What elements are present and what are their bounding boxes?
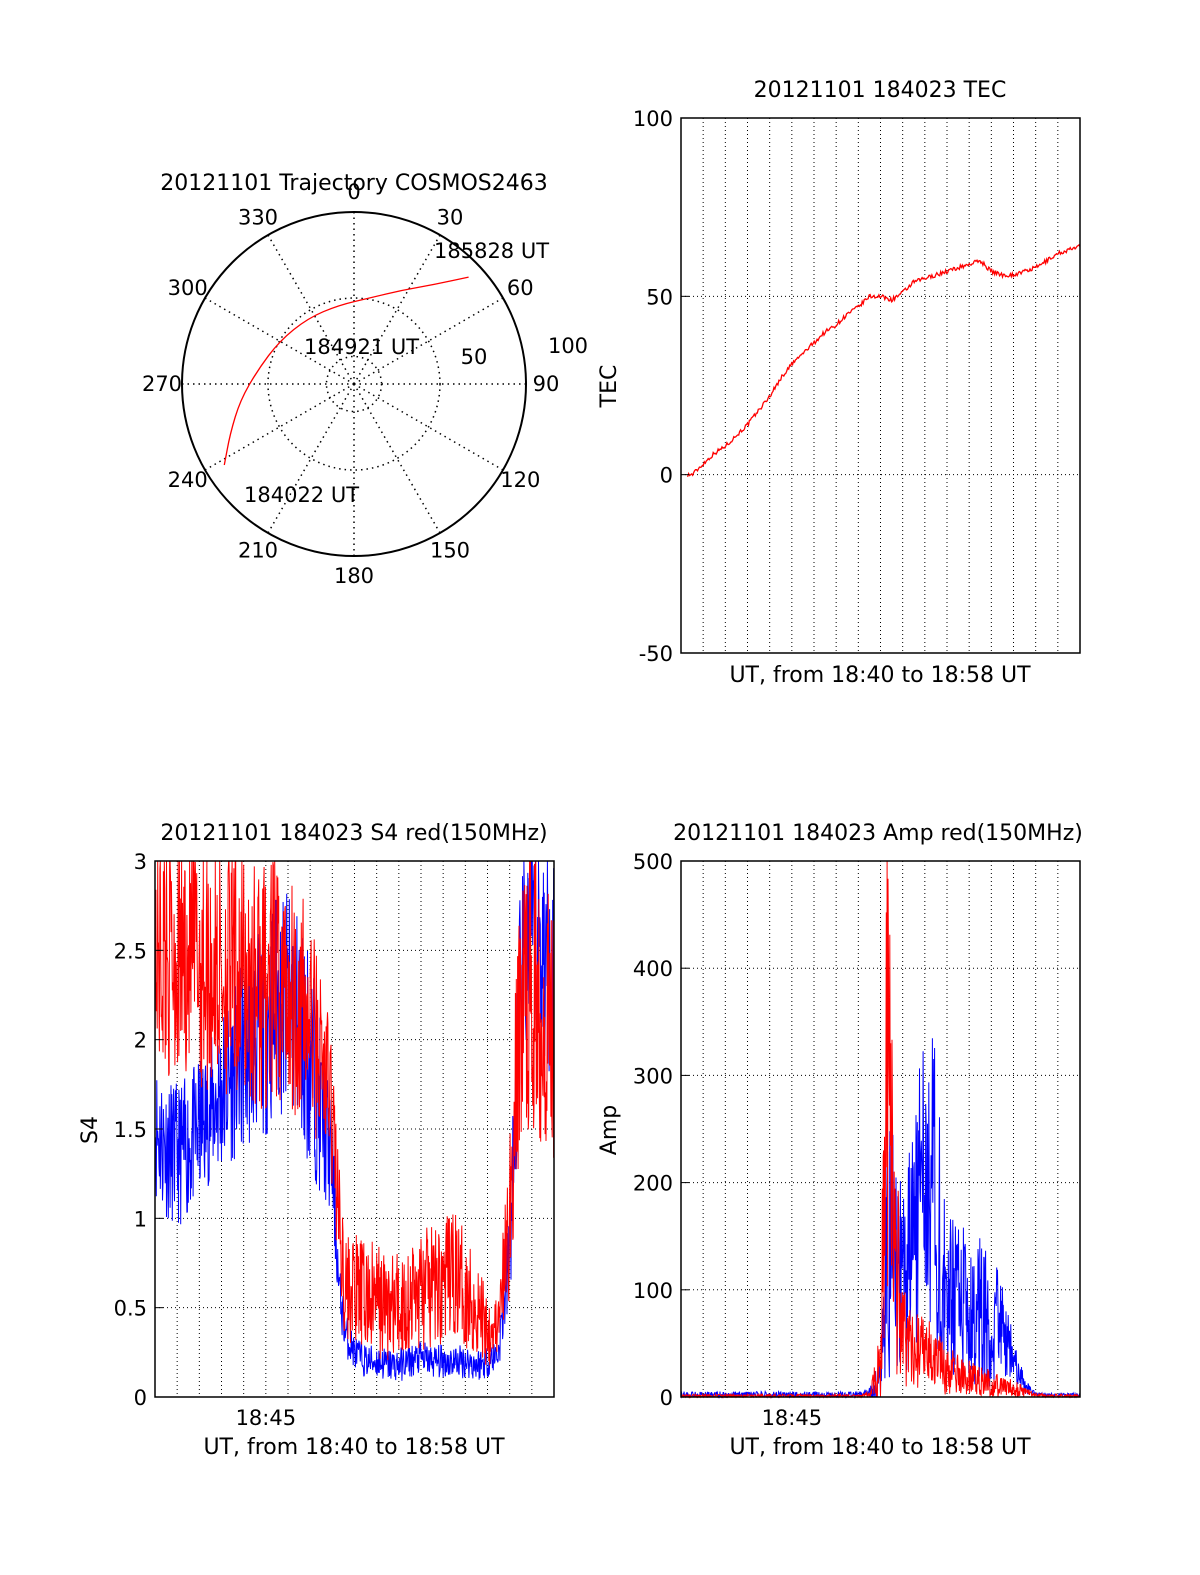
polar-chart-title: 20121101 Trajectory COSMOS2463 [160,171,547,196]
polar-trajectory-line [223,276,469,466]
tec-plot-frame [680,117,1081,654]
amp-chart-title: 20121101 184023 Amp red(150MHz) [673,821,1083,846]
s4-chart-title: 20121101 184023 S4 red(150MHz) [160,821,547,846]
amp-plot-frame [680,860,1081,1398]
tec-x-axis-label: UT, from 18:40 to 18:58 UT [729,663,1031,688]
polar-grid [182,212,526,556]
y-tick-label: 0 [134,1386,147,1410]
polar-azimuth-label-180: 180 [334,564,374,588]
y-tick-label: 3 [134,850,147,874]
s4-x-tick-labels: 18:45 [236,1406,297,1430]
tec-chart-title: 20121101 184023 TEC [754,78,1007,103]
polar-azimuth-labels: 0 30 60 90 120 150 180 210 240 270 300 330 [142,180,559,588]
polar-trajectory-series [223,276,469,466]
polar-azimuth-label-270: 270 [142,372,182,396]
tec-y-tick-labels: -50 0 50 100 [633,107,689,666]
annotation-end-time: 185828 UT [434,239,549,263]
tec-panel: 20121101 184023 TEC -50 0 50 100 UT, from 1… [597,78,1081,688]
y-tick-label: 100 [633,1279,673,1303]
y-tick-label: 1.5 [114,1118,147,1142]
amp-y-axis-label: Amp [597,1105,622,1155]
polar-azimuth-label-120: 120 [500,468,540,492]
polar-azimuth-label-240: 240 [168,468,208,492]
s4-panel: 20121101 184023 S4 red(150MHz) 0 0.5 1 1.5 2… [78,821,555,1460]
tec-y-axis-label: TEC [597,365,622,409]
x-tick-label: 18:45 [762,1406,823,1430]
y-tick-label: 0 [660,1386,673,1410]
polar-radial-gridline [204,297,355,385]
y-tick-label: 500 [633,850,673,874]
polar-radial-gridline [267,383,355,534]
y-tick-label: 100 [633,107,673,131]
polar-radial-gridline [353,383,441,534]
y-tick-label: 2 [134,1029,147,1053]
tec-grid [681,118,1080,653]
polar-ring-label-50: 50 [461,345,488,369]
polar-azimuth-label-300: 300 [168,276,208,300]
x-tick-label: 18:45 [236,1406,297,1430]
annotation-mid-time: 184921 UT [304,335,419,359]
y-tick-label: 50 [646,285,673,309]
amp-y-tick-labels: 0 100 200 300 400 500 [633,850,689,1410]
polar-trajectory-panel: 20121101 Trajectory COSMOS2463 0 30 60 90 12… [142,171,588,588]
polar-radial-gridline [204,383,355,471]
polar-ring-label-100: 100 [548,334,588,358]
annotation-start-time: 184022 UT [244,483,359,507]
s4-series [154,860,555,1381]
y-tick-label: 400 [633,957,673,981]
y-tick-label: 0.5 [114,1297,147,1321]
polar-azimuth-label-30: 30 [437,206,464,230]
amp-grid [681,861,1080,1397]
amp-x-tick-labels: 18:45 [762,1406,823,1430]
polar-radial-gridline [267,234,355,385]
polar-outer-circle [181,211,527,557]
s4-line [154,860,555,1381]
polar-radial-gridline [353,383,504,471]
s4-y-axis-label: S4 [78,1116,103,1144]
amp-panel: 20121101 184023 Amp red(150MHz) 0 100 200 3… [597,821,1083,1460]
y-tick-label: 200 [633,1172,673,1196]
polar-radial-gridline [353,234,441,385]
polar-azimuth-label-90: 90 [533,372,560,396]
s4-x-axis-label: UT, from 18:40 to 18:58 UT [203,1435,505,1460]
polar-azimuth-label-210: 210 [238,538,278,562]
y-tick-label: 0 [660,464,673,488]
polar-radial-gridline [353,297,504,385]
polar-azimuth-label-330: 330 [238,206,278,230]
s4-line [154,860,555,1366]
polar-ring-gridline [325,355,383,413]
tec-line [686,243,1081,477]
y-tick-label: 300 [633,1064,673,1088]
polar-azimuth-label-150: 150 [430,538,470,562]
y-tick-label: -50 [639,642,673,666]
amp-x-axis-label: UT, from 18:40 to 18:58 UT [729,1435,1031,1460]
s4-y-tick-labels: 0 0.5 1 1.5 2 2.5 3 [114,850,163,1410]
polar-azimuth-label-60: 60 [507,276,534,300]
y-tick-label: 2.5 [114,939,147,963]
polar-ring-gridline [267,297,441,471]
y-tick-label: 1 [134,1207,147,1231]
polar-azimuth-label-0: 0 [347,180,360,204]
tec-series [686,243,1081,477]
